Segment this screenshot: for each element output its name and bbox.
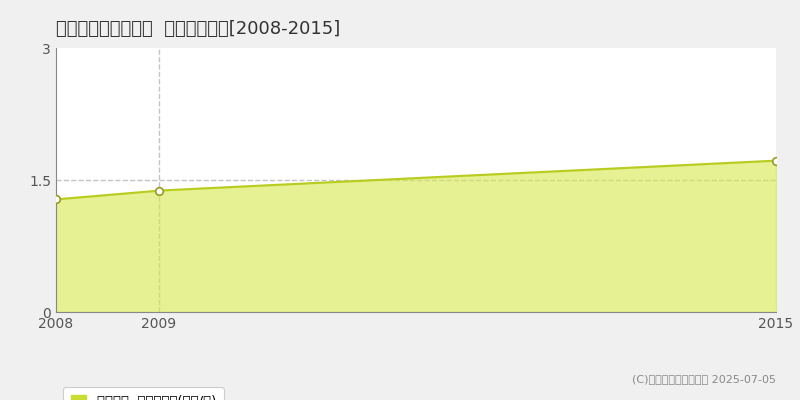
Text: (C)土地価格ドットコム 2025-07-05: (C)土地価格ドットコム 2025-07-05 (632, 374, 776, 384)
Legend: 土地価格  平均坊単価(万円/坊): 土地価格 平均坊単価(万円/坊) (62, 388, 224, 400)
Text: 東置賜郡川西町洲島  土地価格推移[2008-2015]: 東置賜郡川西町洲島 土地価格推移[2008-2015] (56, 20, 340, 38)
